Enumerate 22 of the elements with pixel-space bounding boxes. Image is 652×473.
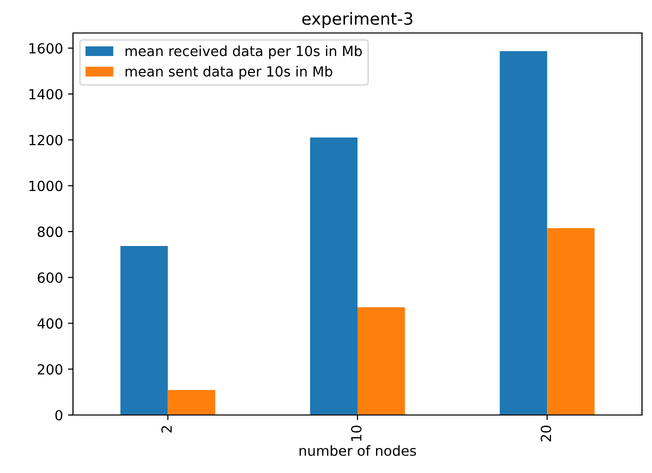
bar bbox=[120, 246, 168, 415]
x-tick-label: 2 bbox=[161, 426, 172, 433]
x-tick-label: 10 bbox=[351, 426, 362, 441]
bar bbox=[358, 307, 405, 415]
chart-title: experiment-3 bbox=[302, 12, 412, 28]
bar bbox=[547, 228, 595, 415]
y-tick-label: 1400 bbox=[29, 88, 62, 100]
legend-label: mean sent data per 10s in Mb bbox=[126, 66, 332, 80]
y-tick-label: 200 bbox=[38, 364, 62, 375]
y-tick-label: 1000 bbox=[29, 180, 62, 192]
bar bbox=[310, 138, 358, 415]
x-tick-label: 20 bbox=[540, 426, 552, 442]
y-tick-label: 1200 bbox=[29, 134, 62, 146]
y-tick-label: 0 bbox=[55, 410, 62, 420]
bar bbox=[168, 390, 216, 415]
x-axis-title: number of nodes bbox=[300, 445, 416, 456]
legend-label: mean received data per 10s in Mb bbox=[126, 46, 362, 59]
y-tick-label: 800 bbox=[38, 226, 62, 238]
y-tick-label: 1600 bbox=[29, 43, 62, 54]
y-tick-label: 600 bbox=[38, 272, 62, 283]
y-tick-label: 400 bbox=[37, 318, 62, 329]
bar bbox=[500, 51, 548, 415]
